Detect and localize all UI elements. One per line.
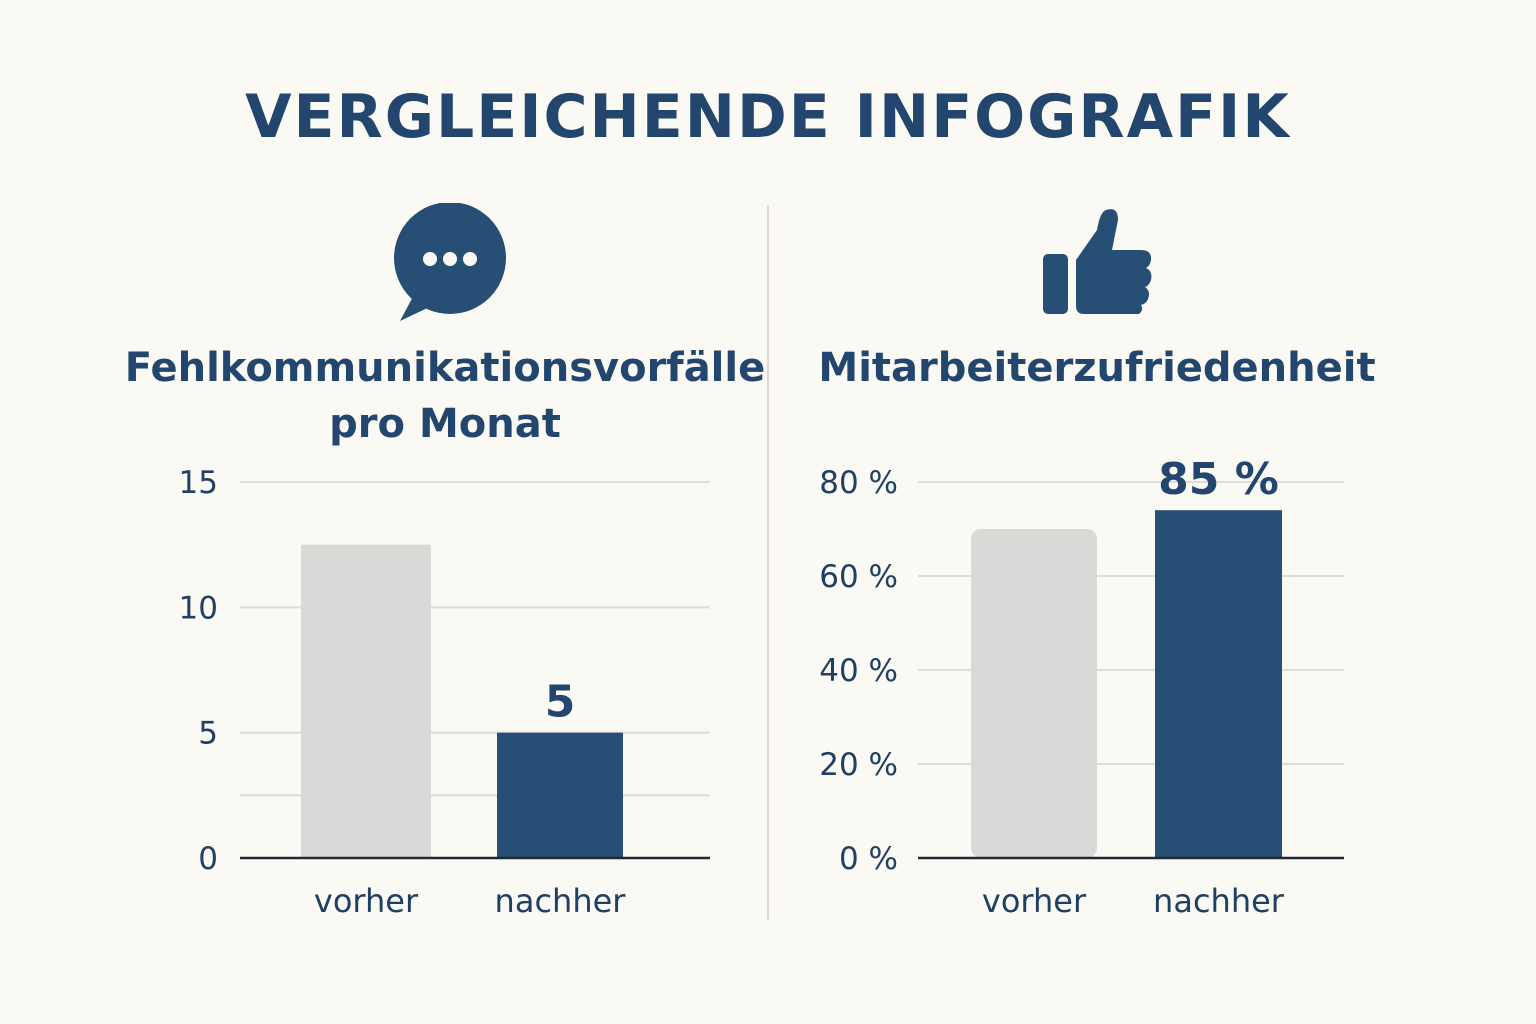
satisfaction-category-label: nachher <box>1153 882 1285 920</box>
right-title-line-1: Mitarbeiterzufriedenheit <box>818 345 1376 391</box>
incidents-category-label: nachher <box>495 882 627 920</box>
satisfaction-value-label: 85 % <box>1158 454 1279 505</box>
satisfaction-tick-label: 60 % <box>819 559 898 595</box>
satisfaction-tick-label: 80 % <box>819 465 898 501</box>
right-panel-title: Mitarbeiterzufriedenheit <box>800 340 1394 396</box>
incidents-value-label: 5 <box>545 677 576 728</box>
left-title-line-1: Fehlkommunikationsvorfälle <box>124 345 766 391</box>
main-title: VERGLEICHENDE INFOGRAFIK <box>245 82 1291 152</box>
satisfaction-category-label: vorher <box>982 882 1087 920</box>
satisfaction-bar-vorher <box>971 529 1097 858</box>
incidents-category-label: vorher <box>314 882 419 920</box>
speech-bubble-icon <box>394 203 506 321</box>
incidents-bar-vorher <box>301 544 431 858</box>
incidents-tick-label: 10 <box>179 590 218 626</box>
incidents-tick-label: 15 <box>179 465 218 501</box>
incidents-tick-label: 0 <box>198 841 218 877</box>
left-panel-title: Fehlkommunikationsvorfälle pro Monat <box>100 340 790 452</box>
incidents-tick-label: 5 <box>198 716 218 752</box>
left-title-line-2: pro Monat <box>329 401 561 447</box>
satisfaction-bar-nachher <box>1155 510 1282 858</box>
panel-divider <box>767 205 769 920</box>
thumbs-up-icon <box>1043 209 1152 314</box>
satisfaction-tick-label: 20 % <box>819 747 898 783</box>
satisfaction-tick-label: 0 % <box>839 841 898 877</box>
incidents-bar-nachher <box>497 732 623 858</box>
satisfaction-tick-label: 40 % <box>819 653 898 689</box>
